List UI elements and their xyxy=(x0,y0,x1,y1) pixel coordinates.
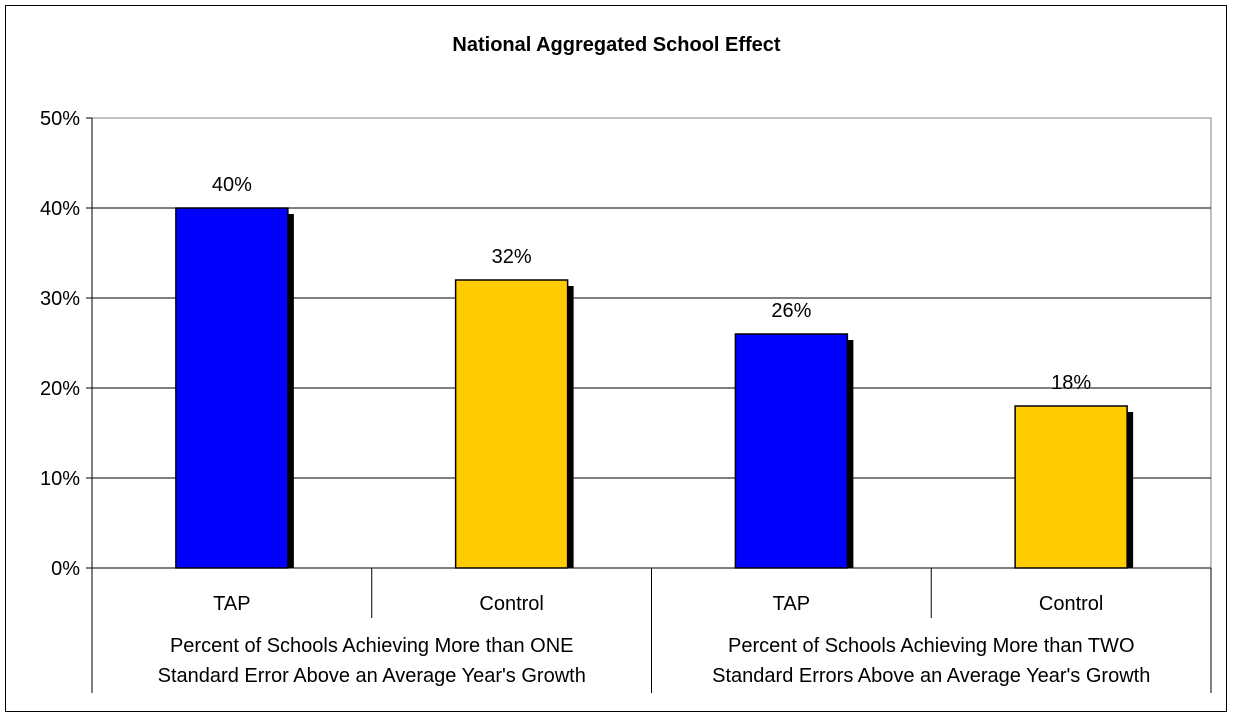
bar xyxy=(175,207,289,569)
data-label: 32% xyxy=(492,246,532,268)
group-label-line: Percent of Schools Achieving More than T… xyxy=(728,635,1135,657)
y-tick-label: 50% xyxy=(40,108,80,130)
category-label: TAP xyxy=(773,593,810,615)
data-label: 26% xyxy=(771,300,811,322)
category-label: TAP xyxy=(213,593,250,615)
bar xyxy=(1014,405,1128,569)
category-label: Control xyxy=(1039,593,1103,615)
data-label: 18% xyxy=(1051,372,1091,394)
y-tick-label: 10% xyxy=(40,468,80,490)
bar xyxy=(734,333,849,569)
category-label: Control xyxy=(479,593,543,615)
y-tick-label: 0% xyxy=(51,558,80,580)
group-label-line: Standard Error Above an Average Year's G… xyxy=(158,665,586,687)
group-label-line: Percent of Schools Achieving More than O… xyxy=(170,635,574,657)
chart-title: National Aggregated School Effect xyxy=(452,34,781,56)
group-label-line: Standard Errors Above an Average Year's … xyxy=(712,665,1150,687)
data-label: 40% xyxy=(212,174,252,196)
y-tick-label: 40% xyxy=(40,198,80,220)
y-tick-label: 20% xyxy=(40,378,80,400)
y-tick-label: 30% xyxy=(40,288,80,310)
bar xyxy=(454,279,569,569)
